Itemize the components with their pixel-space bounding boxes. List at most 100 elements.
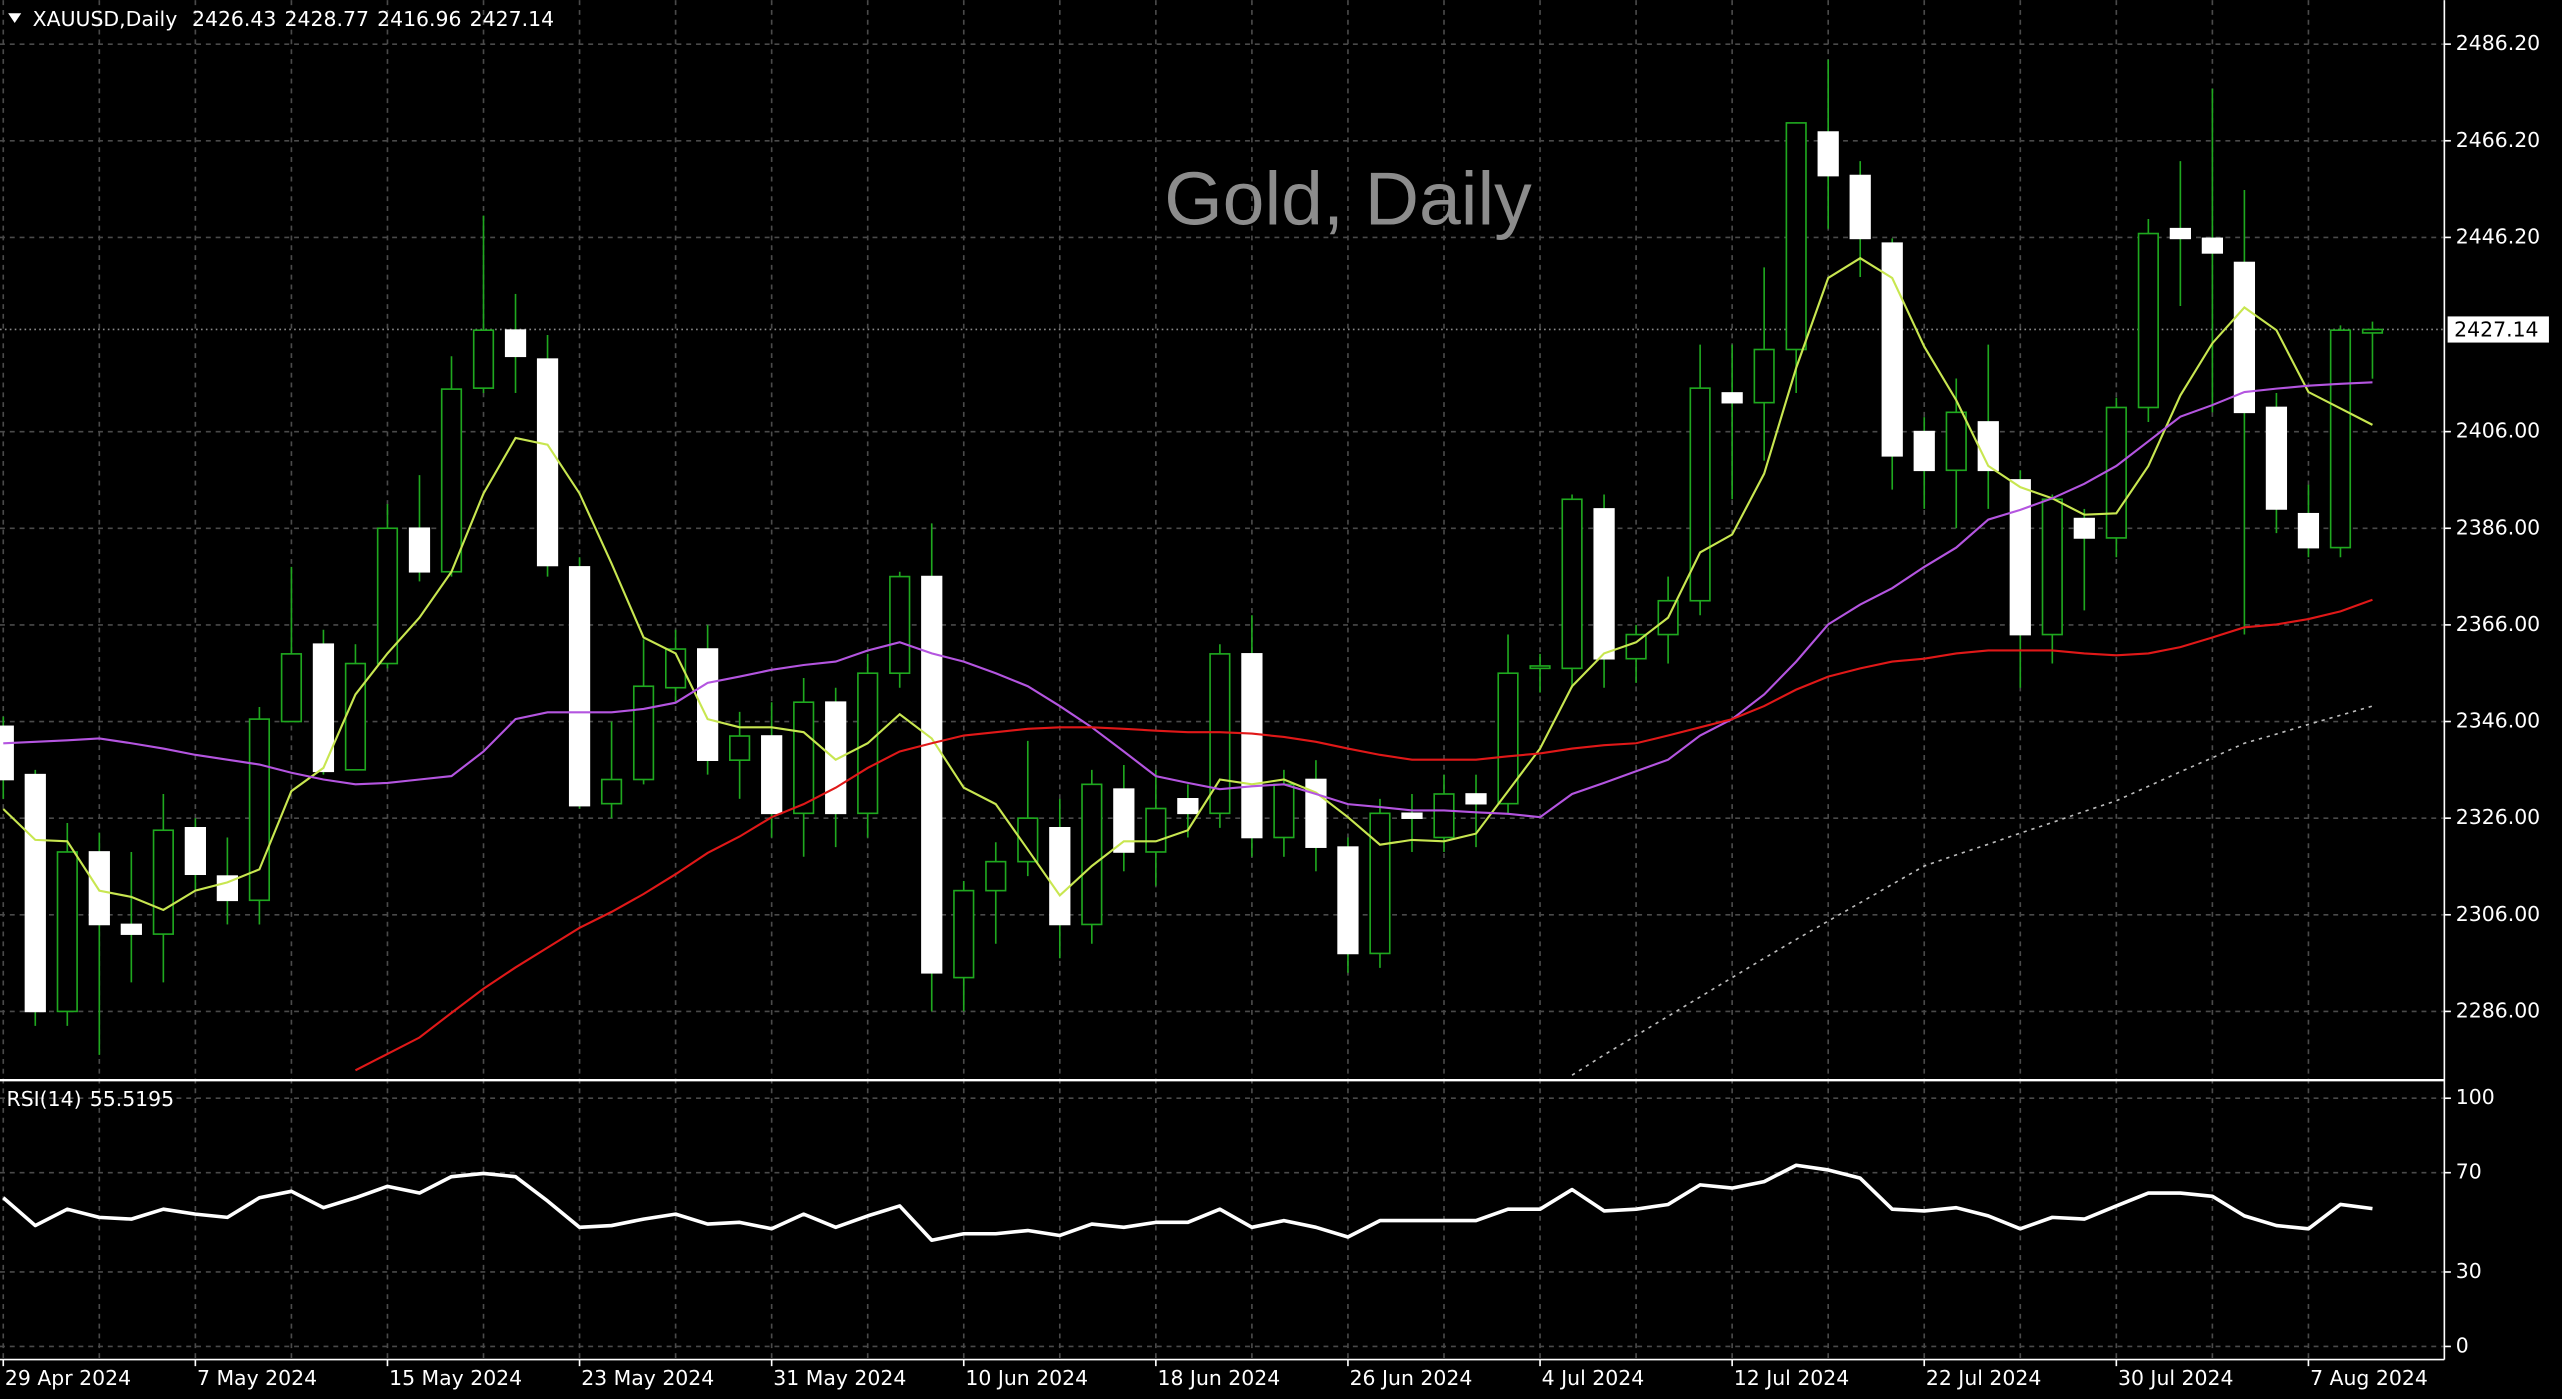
candle-body (2073, 517, 2095, 539)
candle-body (1945, 411, 1967, 472)
candle-body (1689, 387, 1711, 602)
candle-body (825, 701, 847, 815)
candle-body (88, 851, 110, 926)
x-tick-label: 31 May 2024 (773, 1366, 906, 1390)
candle-body (2233, 261, 2256, 414)
candle-body (697, 648, 719, 761)
current-price-box (2447, 316, 2549, 343)
x-tick-label: 26 Jun 2024 (1350, 1366, 1473, 1390)
candle-body (472, 329, 495, 389)
x-tick-label: 30 Jul 2024 (2118, 1366, 2233, 1390)
rsi-tick-label: 0 (2456, 1333, 2469, 1357)
candle-body (152, 829, 174, 935)
header-close: 2427.14 (470, 7, 554, 31)
candle-body (1113, 788, 1135, 853)
current-price-label: 2427.14 (2454, 317, 2538, 341)
rsi-current: 55.5195 (90, 1087, 174, 1111)
candle-body (0, 725, 14, 781)
candle-body (889, 575, 911, 675)
candle-body (1017, 817, 1039, 863)
y-tick-label: 2346.00 (2456, 709, 2540, 733)
candle-body (1465, 793, 1487, 805)
x-tick-label: 10 Jun 2024 (965, 1366, 1088, 1390)
y-tick-label: 2466.20 (2456, 128, 2540, 152)
candle-body (2169, 227, 2191, 240)
candle-body (1753, 348, 1775, 404)
candle-body (1177, 798, 1199, 815)
x-tick-label: 23 May 2024 (581, 1366, 714, 1390)
candle-body (921, 575, 943, 974)
candle-body (1785, 122, 1807, 351)
y-tick-label: 2286.00 (2456, 998, 2540, 1022)
candle-body (280, 653, 303, 723)
y-tick-label: 2306.00 (2456, 902, 2540, 926)
x-tick-label: 4 Jul 2024 (1542, 1366, 1645, 1390)
candle-body (2041, 498, 2063, 636)
candle-body (985, 860, 1007, 892)
header-high: 2428.77 (285, 7, 369, 31)
rsi-title: RSI(14) (7, 1087, 82, 1111)
y-tick-label: 2386.00 (2456, 515, 2540, 539)
candle-body (1529, 665, 1551, 670)
header-open: 2426.43 (192, 7, 276, 31)
candle-body (600, 778, 623, 805)
price-marks (0, 59, 2445, 1076)
candle-body (2329, 329, 2352, 549)
candle-body (1849, 174, 1871, 240)
rsi-line (2, 1163, 2373, 1243)
candle-body (216, 875, 239, 902)
candle-body (440, 388, 463, 573)
candle-body (1273, 783, 1295, 839)
rsi-tick-label: 70 (2456, 1160, 2482, 1184)
candle-body (2137, 232, 2159, 409)
x-tick-label: 18 Jun 2024 (1157, 1366, 1280, 1390)
candle-body (1817, 131, 1839, 177)
x-tick-label: 7 May 2024 (197, 1366, 317, 1390)
candle-body (2201, 237, 2224, 254)
candle-body (1081, 783, 1103, 926)
header-low: 2416.96 (377, 7, 461, 31)
x-tick-label: 7 Aug 2024 (2310, 1366, 2428, 1390)
y-tick-label: 2406.00 (2456, 419, 2540, 443)
candle-body (1241, 653, 1263, 839)
candle-body (1337, 846, 1359, 955)
symbol: XAUUSD,Daily (33, 7, 178, 31)
rsi-tick-label: 30 (2456, 1259, 2482, 1283)
candle-body (184, 826, 206, 876)
y-tick-label: 2326.00 (2456, 805, 2540, 829)
menu-triangle[interactable] (8, 13, 22, 24)
candle-body (1497, 672, 1519, 805)
candle-body (120, 923, 142, 935)
candle-body (56, 851, 78, 1013)
y-tick-label: 2446.20 (2456, 224, 2540, 248)
candle-body (1433, 793, 1455, 839)
candle-body (536, 358, 559, 567)
candle-body (312, 643, 335, 773)
candle-body (2105, 406, 2127, 539)
candle-body (504, 329, 527, 358)
candle-body (2361, 328, 2384, 334)
candle-body (1401, 812, 1423, 819)
candle-body (793, 701, 815, 815)
candle-body (408, 527, 431, 573)
x-tick-label: 12 Jul 2024 (1734, 1366, 1850, 1390)
candle-body (729, 735, 751, 761)
candle-body (1369, 812, 1391, 955)
rsi-tick-label: 100 (2456, 1085, 2495, 1109)
y-tick-label: 2486.20 (2456, 31, 2540, 55)
x-tick-label: 29 Apr 2024 (5, 1366, 131, 1390)
candle-body (1881, 242, 1903, 457)
x-tick-label: 22 Jul 2024 (1926, 1366, 2041, 1390)
chart-header: XAUUSD,Daily 2426.43 2428.77 2416.96 2427.14 (33, 7, 554, 31)
candle-body (1145, 807, 1167, 853)
candle-body (953, 889, 975, 979)
moving-average (3, 381, 2373, 819)
candle-body (664, 648, 687, 689)
candle-body (1049, 826, 1071, 926)
candle-body (376, 527, 399, 665)
chart-title: Gold, Daily (1164, 156, 1532, 240)
moving-average (2, 256, 2373, 912)
